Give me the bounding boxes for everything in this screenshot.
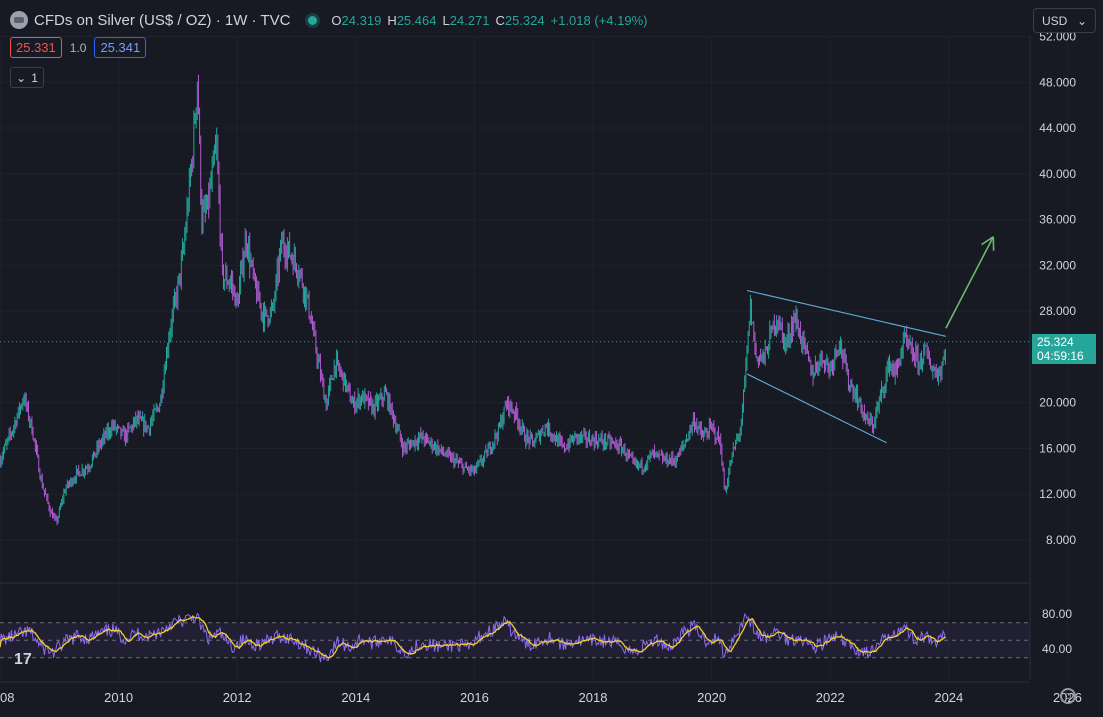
last-price-label: 25.324: [1037, 335, 1096, 349]
settings-gear-icon[interactable]: [1060, 688, 1076, 704]
open-value: 24.319: [342, 13, 382, 28]
chevron-down-icon: ⌄: [16, 71, 26, 85]
order-quantity[interactable]: 1.0: [70, 41, 87, 55]
high-value: 25.464: [397, 13, 437, 28]
sell-button[interactable]: 25.331: [10, 37, 62, 58]
x-tick-label: 2014: [341, 690, 370, 705]
open-key: O: [331, 13, 341, 28]
x-tick-label: 2020: [697, 690, 726, 705]
x-tick-label: 2016: [460, 690, 489, 705]
price-tick-label: 20.000: [1039, 396, 1076, 410]
symbol-title[interactable]: CFDs on Silver (US$ / OZ) · 1W · TVC: [34, 12, 290, 29]
currency-caret-icon: ⌄: [1077, 14, 1087, 28]
rsi-tick-label: 40.00: [1042, 642, 1072, 656]
price-tick-label: 28.000: [1039, 304, 1076, 318]
x-tick-label: 2022: [816, 690, 845, 705]
price-tick-label: 8.000: [1046, 533, 1076, 547]
high-key: H: [387, 13, 396, 28]
price-tick-label: 16.000: [1039, 441, 1076, 455]
price-tick-label: 12.000: [1039, 487, 1076, 501]
close-value: 25.324: [505, 13, 545, 28]
tradingview-logo-icon[interactable]: 17: [14, 651, 32, 669]
buy-button[interactable]: 25.341: [94, 37, 146, 58]
live-status-icon: [308, 16, 317, 25]
x-tick-label: 2018: [579, 690, 608, 705]
chart-header: CFDs on Silver (US$ / OZ) · 1W · TVC O24…: [10, 10, 647, 30]
low-value: 24.271: [450, 13, 490, 28]
trade-row: 25.331 1.0 25.341: [10, 37, 146, 58]
price-tick-label: 32.000: [1039, 258, 1076, 272]
last-price-tag: 25.324 04:59:16: [1032, 334, 1096, 364]
change-value: +1.018 (+4.19%): [551, 13, 648, 28]
x-tick-label: 2008: [0, 690, 14, 705]
ohlc-values: O24.319 H25.464 L24.271 C25.324 +1.018 (…: [331, 13, 647, 28]
indicator-count: 1: [31, 71, 38, 85]
x-tick-label: 2010: [104, 690, 133, 705]
price-tick-label: 40.000: [1039, 167, 1076, 181]
silver-symbol-icon: [10, 11, 28, 29]
low-key: L: [442, 13, 449, 28]
rsi-tick-label: 80.00: [1042, 607, 1072, 621]
currency-select[interactable]: USD ⌄: [1033, 8, 1096, 33]
close-key: C: [495, 13, 504, 28]
indicators-toggle[interactable]: ⌄ 1: [10, 67, 44, 88]
currency-value: USD: [1042, 14, 1067, 28]
x-tick-label: 2012: [223, 690, 252, 705]
price-tick-label: 48.000: [1039, 75, 1076, 89]
price-tick-label: 44.000: [1039, 121, 1076, 135]
price-tick-label: 36.000: [1039, 213, 1076, 227]
bar-countdown: 04:59:16: [1037, 349, 1096, 363]
x-tick-label: 2024: [934, 690, 963, 705]
